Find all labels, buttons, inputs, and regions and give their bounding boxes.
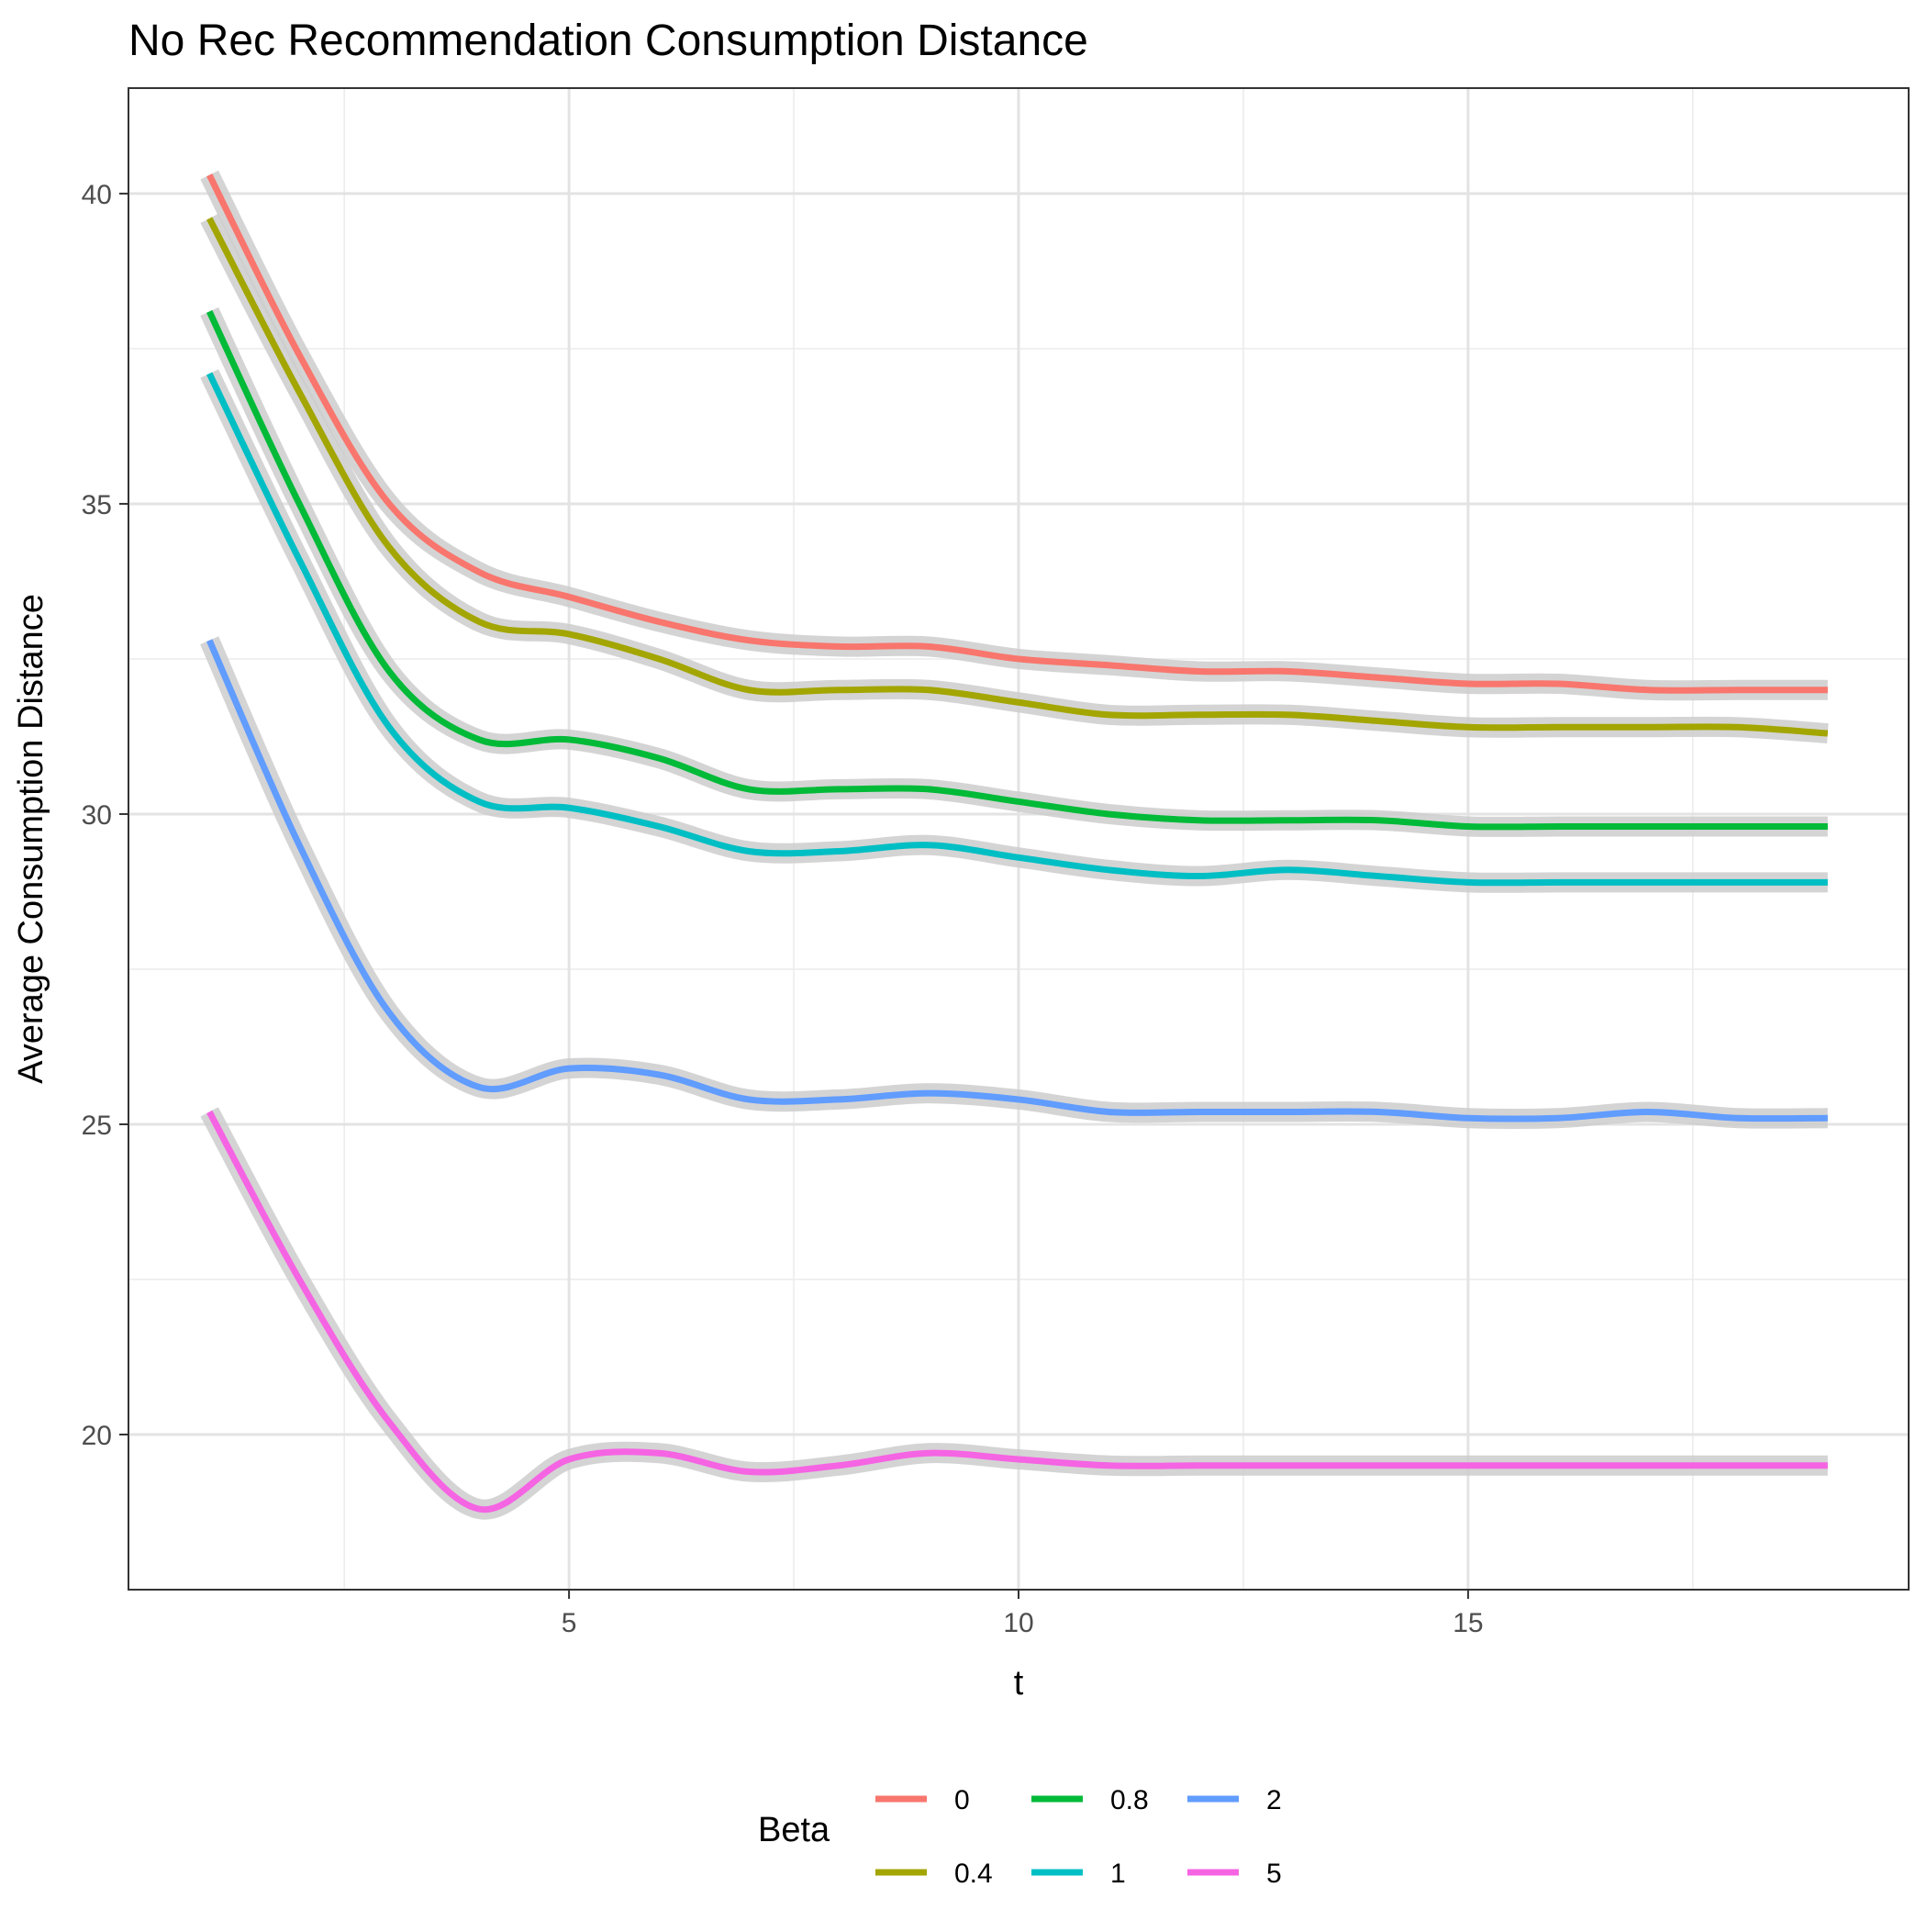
x-tick-label: 5 (562, 1608, 577, 1638)
legend-title: Beta (758, 1811, 830, 1849)
series-lines (206, 173, 1829, 1513)
legend-label-0.8: 0.8 (1110, 1785, 1149, 1815)
x-tick-label: 15 (1453, 1608, 1483, 1638)
series-line-0 (206, 173, 1828, 694)
series-line-0.8 (206, 309, 1828, 831)
y-tick-label: 20 (82, 1421, 112, 1451)
y-tick-label: 35 (82, 490, 112, 520)
legend-label-1: 1 (1110, 1859, 1126, 1889)
legend-label-0.4: 0.4 (954, 1859, 993, 1889)
series-line-1 (206, 372, 1828, 887)
legend-label-2: 2 (1266, 1785, 1282, 1815)
legend: Beta 0 0.4 0.8 1 2 5 (758, 1785, 1282, 1889)
y-tick-label: 25 (82, 1111, 112, 1141)
axis-ticks: 5 10 15 20 25 30 35 40 (82, 180, 1484, 1638)
series-line-5 (206, 1110, 1828, 1513)
y-axis-title: Average Consumption Distance (12, 594, 50, 1084)
legend-label-5: 5 (1266, 1859, 1282, 1889)
y-tick-label: 30 (82, 800, 112, 831)
y-tick-label: 40 (82, 180, 112, 210)
grid-lines (128, 88, 1909, 1591)
chart-title: No Rec Recommendation Consumption Distan… (128, 17, 1088, 65)
series-line-0.4 (206, 217, 1829, 737)
series-line-2 (206, 639, 1828, 1122)
legend-label-0: 0 (954, 1785, 970, 1815)
x-axis-title: t (1014, 1664, 1024, 1703)
x-tick-label: 10 (1003, 1608, 1033, 1638)
